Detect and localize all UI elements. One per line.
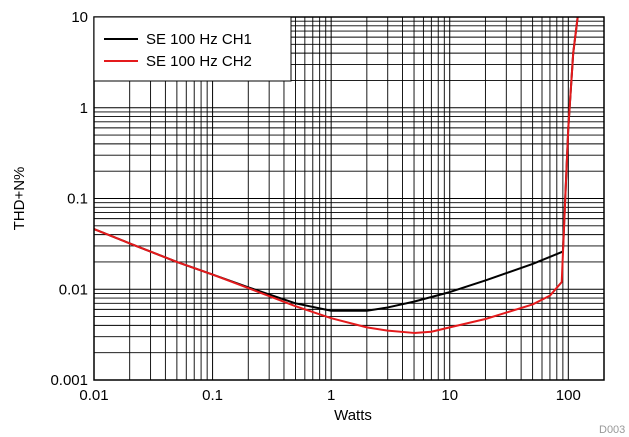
y-tick-label: 1: [80, 100, 88, 117]
y-tick-label: 10: [71, 9, 88, 26]
x-tick-label: 1: [327, 387, 335, 404]
y-axis-title: THD+N%: [11, 167, 28, 231]
y-tick-label: 0.01: [59, 281, 88, 298]
x-tick-label: 0.01: [79, 387, 108, 404]
x-axis-title: Watts: [334, 407, 372, 424]
y-tick-label: 0.001: [50, 372, 88, 389]
series-lines: [93, 16, 579, 334]
legend-label-ch1: SE 100 Hz CH1: [146, 31, 252, 48]
legend-label-ch2: SE 100 Hz CH2: [146, 53, 252, 70]
figure-id: D003: [599, 424, 625, 436]
legend: SE 100 Hz CH1 SE 100 Hz CH2: [93, 16, 292, 82]
plot-frame: [93, 16, 605, 381]
series-line-ch2: [93, 16, 579, 334]
x-tick-label: 0.1: [202, 387, 223, 404]
legend-box: [93, 16, 292, 82]
x-tick-label: 100: [556, 387, 581, 404]
y-tick-label: 0.1: [67, 191, 88, 208]
x-tick-label: 10: [441, 387, 458, 404]
